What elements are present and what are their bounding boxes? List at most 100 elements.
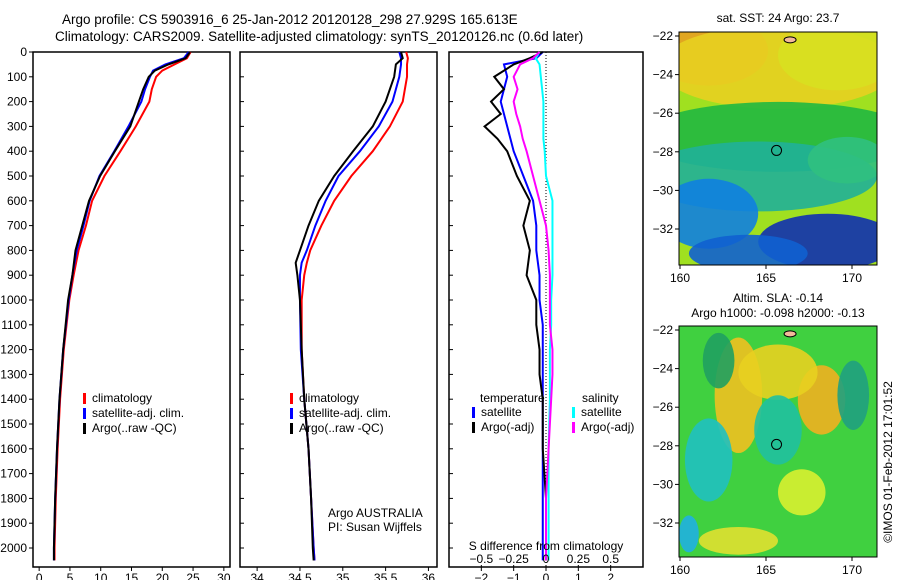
sla-map-title: Altim. SLA: -0.14 [733, 291, 823, 305]
y-tick-label: 900 [7, 268, 27, 282]
y-tick-label: 800 [7, 243, 27, 257]
legend-swatch [572, 422, 575, 433]
y-tick-label: 1600 [0, 442, 27, 456]
legend-label: satellite-adj. clim. [299, 406, 391, 420]
x-tick-label: 25 [186, 571, 200, 580]
legend-label: satellite [581, 405, 622, 419]
lat-tick-label: −22 [653, 323, 674, 337]
x-tick-label: −1 [507, 571, 521, 580]
legend-swatch [83, 408, 86, 419]
field-patch [778, 32, 877, 91]
y-tick-label: 2000 [0, 541, 27, 555]
float-position-marker [771, 438, 783, 450]
float-position-marker [771, 144, 783, 156]
legend-label: climatology [92, 391, 152, 405]
field-patch [738, 344, 818, 400]
legend-swatch [290, 423, 293, 434]
legend-label: satellite [481, 405, 522, 419]
y-tick-label: 400 [7, 144, 27, 158]
legend-swatch [572, 407, 575, 418]
map-field [679, 32, 877, 265]
x-tick-label: 15 [125, 571, 139, 580]
x-tick-label: 20 [156, 571, 170, 580]
legend-label: Argo(..raw -QC) [299, 421, 384, 435]
lat-tick-label: −24 [653, 68, 674, 82]
y-tick-label: 1000 [0, 293, 27, 307]
lat-tick-label: −22 [653, 29, 674, 43]
sst-map [675, 31, 878, 269]
lon-tick-label: 160 [670, 563, 690, 577]
y-tick-label: 500 [7, 169, 27, 183]
lat-tick-label: −30 [653, 477, 674, 491]
y-tick-label: 1100 [1, 318, 27, 332]
x-tick-label: 34.5 [288, 571, 312, 580]
legend-label: Argo(-adj) [481, 420, 534, 434]
series-line-argo-raw-qc- [294, 51, 404, 561]
lon-tick-label: 170 [842, 563, 862, 577]
lon-tick-label: 165 [756, 271, 776, 285]
map-frame [678, 31, 878, 266]
legend-label: climatology [299, 391, 359, 405]
legend-swatch [290, 408, 293, 419]
x-tick-label: 36 [422, 571, 436, 580]
lat-tick-label: −30 [653, 183, 674, 197]
sla-map-subtitle: Argo h1000: -0.098 h2000: -0.13 [691, 306, 865, 320]
lon-tick-label: 160 [670, 271, 690, 285]
field-patch [698, 526, 779, 555]
map-frame [678, 325, 878, 558]
legend-swatch [472, 407, 475, 418]
y-tick-label: 1800 [0, 491, 27, 505]
lat-tick-label: −26 [653, 106, 674, 120]
lat-tick-label: −26 [653, 400, 674, 414]
plot-frame-2 [239, 51, 438, 568]
x-tick-label: 34 [250, 571, 264, 580]
x-tick-label: 2 [607, 571, 614, 580]
y-tick-label: 1500 [0, 417, 27, 431]
x-tick-label: 0 [543, 571, 550, 580]
lat-tick-label: −32 [653, 222, 674, 236]
x-tick-label: 10 [94, 571, 108, 580]
field-patch [679, 178, 759, 249]
series-line-argo-raw-qc- [52, 51, 191, 561]
title-line-2: Climatology: CARS2009. Satellite-adjuste… [55, 29, 584, 44]
field-patch [778, 469, 826, 516]
s-tick-label: −0.25 [498, 552, 529, 566]
y-tick-label: 1200 [0, 343, 27, 357]
y-tick-label: 1400 [0, 392, 27, 406]
x-tick-label: 35.5 [374, 571, 398, 580]
legend-label: satellite-adj. clim. [92, 406, 184, 420]
series-line-climatology [300, 51, 409, 561]
legend-swatch [472, 422, 475, 433]
lon-tick-label: 165 [756, 563, 776, 577]
field-patch [688, 234, 808, 265]
credit-text: ©IMOS 01-Feb-2012 17:01:52 [881, 381, 895, 543]
field-patch [807, 136, 877, 184]
x-tick-label: −2 [474, 571, 488, 580]
s-tick-label: 0 [543, 552, 550, 566]
x-tick-label: 30 [217, 571, 231, 580]
y-tick-label: 200 [7, 95, 27, 109]
s-tick-label: −0.5 [469, 552, 493, 566]
y-tick-label: 600 [7, 194, 27, 208]
s-tick-label: 0.5 [602, 552, 619, 566]
legend-salinity-title: salinity [582, 391, 619, 405]
field-patch [754, 395, 802, 465]
x-tick-label: 1 [575, 571, 582, 580]
legend-swatch [83, 423, 86, 434]
legend-label: Argo(..raw -QC) [92, 421, 177, 435]
x-tick-label: 5 [67, 571, 74, 580]
annotation-line: Argo AUSTRALIA [328, 506, 423, 520]
field-patch [679, 515, 699, 553]
s-axis-label: S difference from climatology [469, 539, 624, 553]
legend-swatch [290, 393, 293, 404]
x-tick-label: 35 [336, 571, 350, 580]
legend-label: Argo(-adj) [581, 420, 634, 434]
map-field [679, 326, 877, 557]
plot-frame-1 [32, 51, 231, 568]
series-line-satellite-adj-clim- [298, 51, 403, 561]
x-tick-label: 0 [36, 571, 43, 580]
field-patch [684, 418, 733, 502]
series-line-s-argo-adj- [512, 51, 554, 561]
legend-swatch [83, 393, 86, 404]
